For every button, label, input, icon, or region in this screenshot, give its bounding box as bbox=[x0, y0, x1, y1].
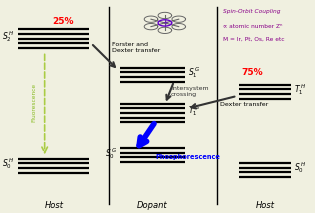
Text: $S_0^{\,G}$: $S_0^{\,G}$ bbox=[105, 146, 117, 161]
Text: $T_1^{\,H}$: $T_1^{\,H}$ bbox=[294, 82, 306, 97]
Text: +: + bbox=[162, 20, 168, 26]
Text: M = Ir, Pt, Os, Re etc: M = Ir, Pt, Os, Re etc bbox=[223, 37, 285, 42]
Text: Fluorescence: Fluorescence bbox=[32, 83, 36, 122]
Text: Forster and
Dexter transfer: Forster and Dexter transfer bbox=[112, 42, 161, 53]
Text: $S_2^{\,H}$: $S_2^{\,H}$ bbox=[3, 29, 15, 44]
Text: Dexter transfer: Dexter transfer bbox=[220, 102, 269, 107]
Text: $S_1^{\,G}$: $S_1^{\,G}$ bbox=[188, 65, 200, 80]
Text: $T_1^{\,G}$: $T_1^{\,G}$ bbox=[188, 103, 200, 118]
Text: Host: Host bbox=[255, 201, 274, 210]
Text: Intersystem
crossing: Intersystem crossing bbox=[171, 86, 209, 97]
Text: 75%: 75% bbox=[242, 68, 263, 77]
Text: ∝ atomic number Zⁿ: ∝ atomic number Zⁿ bbox=[223, 24, 283, 29]
Text: Dopant: Dopant bbox=[137, 201, 168, 210]
Text: Spin-Orbit Coupling: Spin-Orbit Coupling bbox=[223, 9, 281, 14]
Text: Phosphorescence: Phosphorescence bbox=[156, 154, 220, 160]
Text: 25%: 25% bbox=[52, 17, 74, 26]
Text: $S_0^{\,H}$: $S_0^{\,H}$ bbox=[294, 160, 306, 175]
Text: $S_0^{\,H}$: $S_0^{\,H}$ bbox=[3, 156, 15, 171]
Text: Host: Host bbox=[44, 201, 63, 210]
